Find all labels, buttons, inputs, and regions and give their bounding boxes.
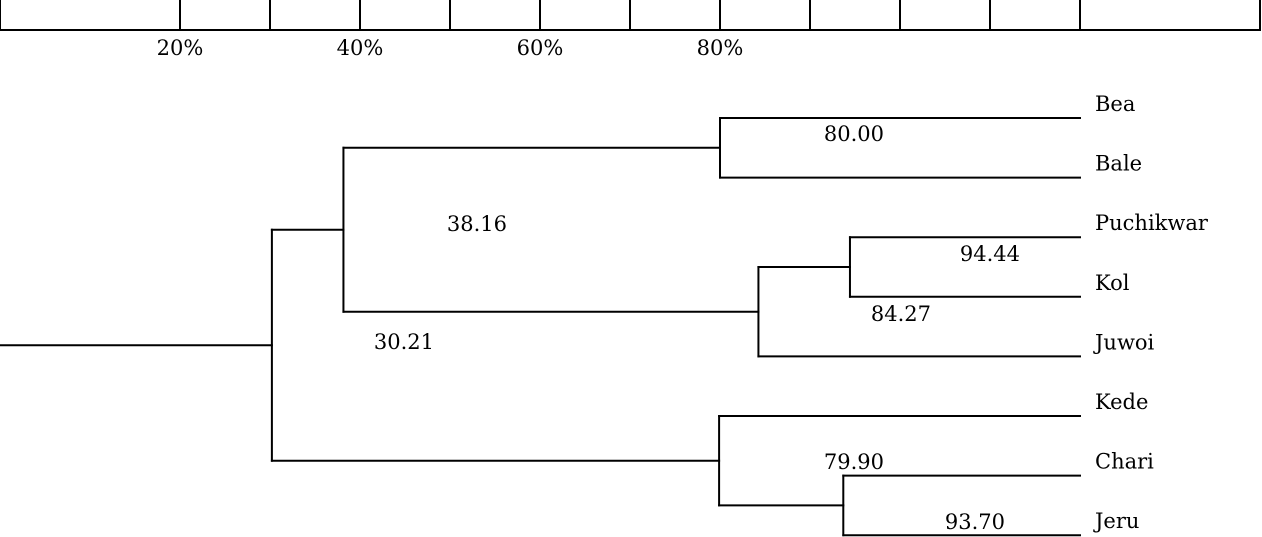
- scale-tick-label-2: 60%: [517, 36, 564, 60]
- node-label-n_root: 30.21: [374, 330, 434, 354]
- leaf-label-juwoi: Juwoi: [1093, 330, 1155, 354]
- node-label-n_north: 38.16: [447, 212, 507, 236]
- similarity-scale: 20% 40% 60% 80%: [0, 0, 1261, 60]
- scale-tick-label-0: 20%: [157, 36, 204, 60]
- leaf-label-kede: Kede: [1095, 390, 1148, 414]
- leaf-label-jeru: Jeru: [1093, 509, 1139, 533]
- node-label-n_bea_bale: 80.00: [824, 122, 884, 146]
- node-label-n_puch_kol: 94.44: [960, 242, 1020, 266]
- leaf-label-chari: Chari: [1095, 450, 1154, 474]
- scale-tick-label-3: 80%: [697, 36, 744, 60]
- node-label-n_chari_jeru: 93.70: [945, 510, 1005, 534]
- leaf-label-bea: Bea: [1095, 92, 1135, 116]
- leaf-label-bale: Bale: [1095, 152, 1142, 176]
- scale-tick-label-1: 40%: [337, 36, 384, 60]
- cluster-tree: [0, 117, 1081, 537]
- node-label-n_pk_juwoi: 84.27: [871, 302, 931, 326]
- leaf-label-puchikwar: Puchikwar: [1095, 211, 1209, 235]
- leaf-label-kol: Kol: [1095, 271, 1130, 295]
- node-labels: 80.00 94.44 84.27 38.16 93.70 79.90 30.21 Bea Ba…: [374, 92, 1209, 534]
- node-label-n_south: 79.90: [824, 450, 884, 474]
